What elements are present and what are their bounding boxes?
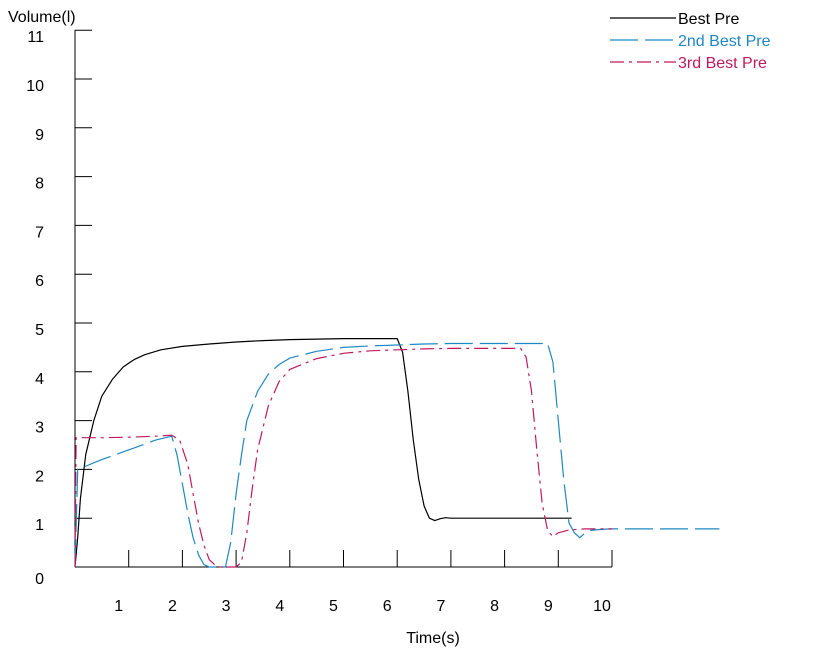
x-tick-label: 2 xyxy=(168,598,177,615)
x-tick-label: 1 xyxy=(114,598,123,615)
y-tick-label: 8 xyxy=(35,176,44,193)
y-tick-label: 10 xyxy=(26,78,44,95)
x-tick-label: 10 xyxy=(593,598,611,615)
y-tick-label: 1 xyxy=(35,517,44,534)
y-tick-label: 3 xyxy=(35,420,44,437)
x-tick-label: 7 xyxy=(436,598,445,615)
x-tick-label: 9 xyxy=(544,598,553,615)
y-tick-label: 6 xyxy=(35,273,44,290)
y-tick-label: 5 xyxy=(35,322,44,339)
series-line-1 xyxy=(74,338,572,568)
y-tick-label: 9 xyxy=(35,127,44,144)
y-tick-labels: 0 1 2 3 4 5 6 7 8 9 10 11 xyxy=(26,29,44,588)
y-tick-label: 0 xyxy=(35,571,44,588)
x-tick-label: 5 xyxy=(329,598,338,615)
x-tick-label: 8 xyxy=(490,598,499,615)
legend-label: 3rd Best Pre xyxy=(678,55,767,72)
series-group xyxy=(74,338,720,568)
x-tick-label: 3 xyxy=(222,598,231,615)
axes xyxy=(74,30,612,568)
y-ticks xyxy=(75,29,92,519)
series-line-2 xyxy=(74,342,720,568)
y-tick-label: 11 xyxy=(27,29,44,46)
x-tick-labels: 1 2 3 4 5 6 7 8 9 10 xyxy=(114,598,611,615)
x-tick-label: 4 xyxy=(275,598,284,615)
x-ticks xyxy=(128,550,613,567)
y-tick-label: 4 xyxy=(35,371,44,388)
legend: Best Pre 2nd Best Pre 3rd Best Pre xyxy=(610,11,771,72)
x-tick-label: 6 xyxy=(383,598,392,615)
series-line-3 xyxy=(74,347,612,568)
y-axis-label: Volume(l) xyxy=(8,9,76,26)
legend-label: Best Pre xyxy=(678,11,739,28)
y-tick-label: 2 xyxy=(35,468,44,485)
x-axis-label: Time(s) xyxy=(406,630,460,647)
y-tick-label: 7 xyxy=(35,224,44,241)
legend-label: 2nd Best Pre xyxy=(678,33,771,50)
